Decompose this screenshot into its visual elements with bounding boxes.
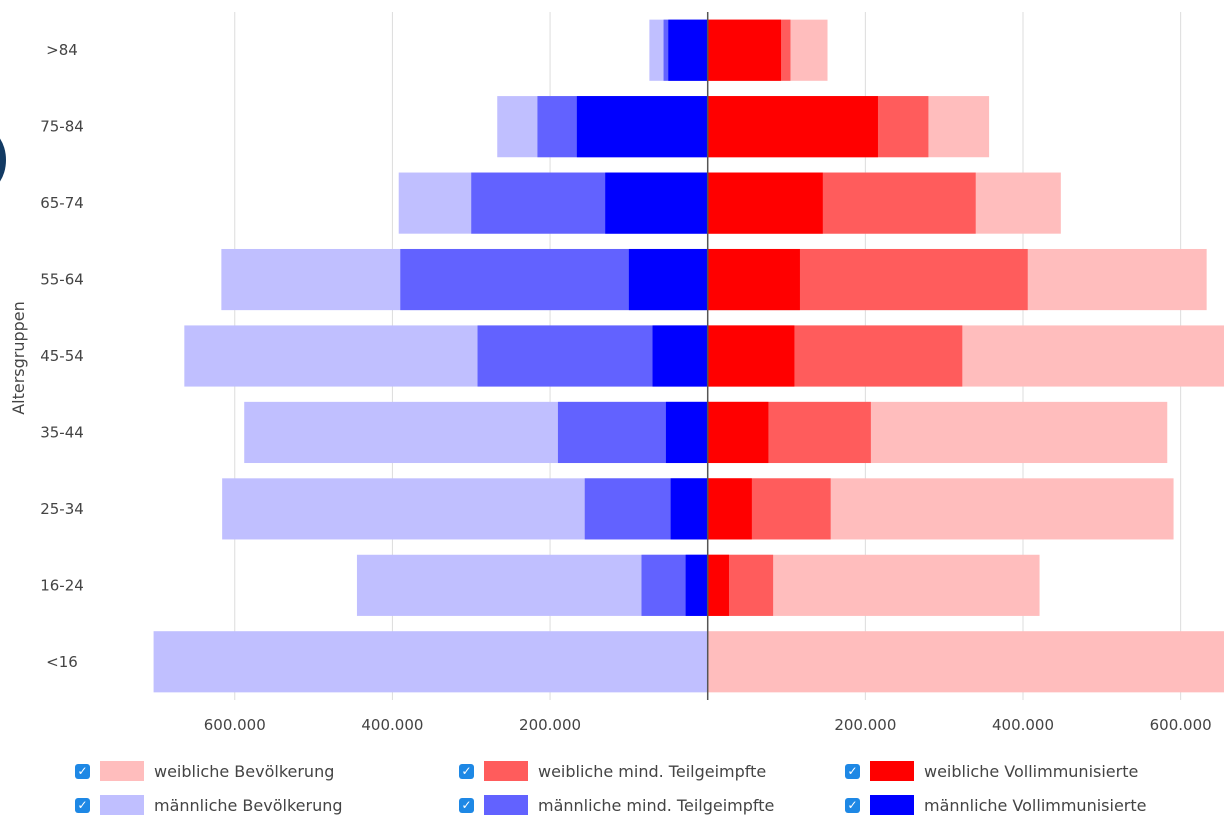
legend-label: weibliche mind. Teilgeimpfte — [538, 761, 767, 781]
bar-weibliche-vollimmunisierte — [707, 172, 823, 234]
x-tick-labels: 600.000 400.000 200.000 200.000 400.000 600.0… — [204, 716, 1212, 734]
category-label: 55-64 — [40, 271, 84, 289]
x-tick-label: 600.000 — [1150, 716, 1212, 734]
legend-label: männliche Bevölkerung — [154, 795, 343, 815]
x-tick-label: 600.000 — [204, 716, 266, 734]
legend-checkbox-icon[interactable]: ✓ — [459, 763, 474, 779]
legend-item-weibliche-teilgeimpfte[interactable]: ✓ weibliche mind. Teilgeimpfte — [459, 758, 766, 784]
category-label: 35-44 — [40, 423, 84, 441]
bar-weibliche-vollimmunisierte — [707, 478, 752, 540]
legend-swatch — [870, 761, 914, 781]
legend-swatch — [870, 795, 914, 815]
legend-swatch — [484, 761, 528, 781]
legend-swatch — [100, 761, 144, 781]
bar-weibliche-vollimmunisierte — [707, 248, 800, 311]
category-label: 16-24 — [40, 576, 84, 594]
legend-checkbox-icon[interactable]: ✓ — [845, 797, 860, 813]
population-pyramid-chart: >84 75-84 65-74 55-64 45-54 35-44 25-34 16-24 <1… — [9, 12, 1224, 734]
category-label: 65-74 — [40, 194, 84, 212]
legend-checkbox-icon[interactable]: ✓ — [459, 797, 474, 813]
bar-maennliche-vollimmunisierte — [685, 554, 708, 616]
legend-swatch — [100, 795, 144, 815]
side-panel-toggle[interactable] — [0, 128, 6, 192]
category-label: 75-84 — [40, 118, 84, 136]
bar-weibliche-bevoelkerung — [707, 631, 1224, 693]
bar-maennliche-vollimmunisierte — [670, 478, 708, 540]
bar-weibliche-vollimmunisierte — [707, 401, 769, 464]
y-axis-title: Altersgruppen — [9, 301, 28, 415]
category-tick-labels: >84 75-84 65-74 55-64 45-54 35-44 25-34 16-24 <1… — [40, 41, 84, 671]
bar-weibliche-vollimmunisierte — [707, 554, 729, 616]
category-label: <16 — [46, 653, 78, 671]
bar-weibliche-vollimmunisierte — [707, 96, 878, 158]
legend-label: männliche mind. Teilgeimpfte — [538, 795, 775, 815]
bar-maennliche-vollimmunisierte — [576, 96, 708, 158]
legend-label: männliche Vollimmunisierte — [924, 795, 1147, 815]
legend-item-weibliche-vollimmunisierte[interactable]: ✓ weibliche Vollimmunisierte — [845, 758, 1138, 784]
category-label: 25-34 — [40, 500, 84, 518]
x-tick-label: 400.000 — [992, 716, 1054, 734]
bar-weibliche-vollimmunisierte — [707, 325, 795, 387]
x-tick-label: 200.000 — [834, 716, 896, 734]
bar-maennliche-vollimmunisierte — [652, 325, 708, 387]
legend-label: weibliche Bevölkerung — [154, 761, 335, 781]
legend-item-maennliche-teilgeimpfte[interactable]: ✓ männliche mind. Teilgeimpfte — [459, 792, 774, 818]
category-label: 45-54 — [40, 347, 84, 365]
category-label: >84 — [46, 41, 78, 59]
legend-swatch — [484, 795, 528, 815]
bar-layer — [153, 19, 1224, 693]
bar-weibliche-vollimmunisierte — [707, 19, 782, 81]
x-tick-label: 200.000 — [519, 716, 581, 734]
legend-item-maennliche-vollimmunisierte[interactable]: ✓ männliche Vollimmunisierte — [845, 792, 1146, 818]
legend-checkbox-icon[interactable]: ✓ — [75, 797, 90, 813]
legend-checkbox-icon[interactable]: ✓ — [75, 763, 90, 779]
x-tick-label: 400.000 — [361, 716, 423, 734]
legend-item-maennliche-bevoelkerung[interactable]: ✓ männliche Bevölkerung — [75, 792, 343, 818]
bar-maennliche-bevoelkerung — [153, 631, 708, 693]
legend-checkbox-icon[interactable]: ✓ — [845, 763, 860, 779]
bar-maennliche-vollimmunisierte — [668, 19, 708, 81]
bar-maennliche-vollimmunisierte — [628, 248, 708, 311]
bar-maennliche-vollimmunisierte — [605, 172, 708, 234]
legend-item-weibliche-bevoelkerung[interactable]: ✓ weibliche Bevölkerung — [75, 758, 334, 784]
bar-maennliche-vollimmunisierte — [665, 401, 708, 464]
legend-label: weibliche Vollimmunisierte — [924, 761, 1139, 781]
chart-legend: ✓ weibliche Bevölkerung ✓ weibliche mind… — [0, 756, 1224, 818]
